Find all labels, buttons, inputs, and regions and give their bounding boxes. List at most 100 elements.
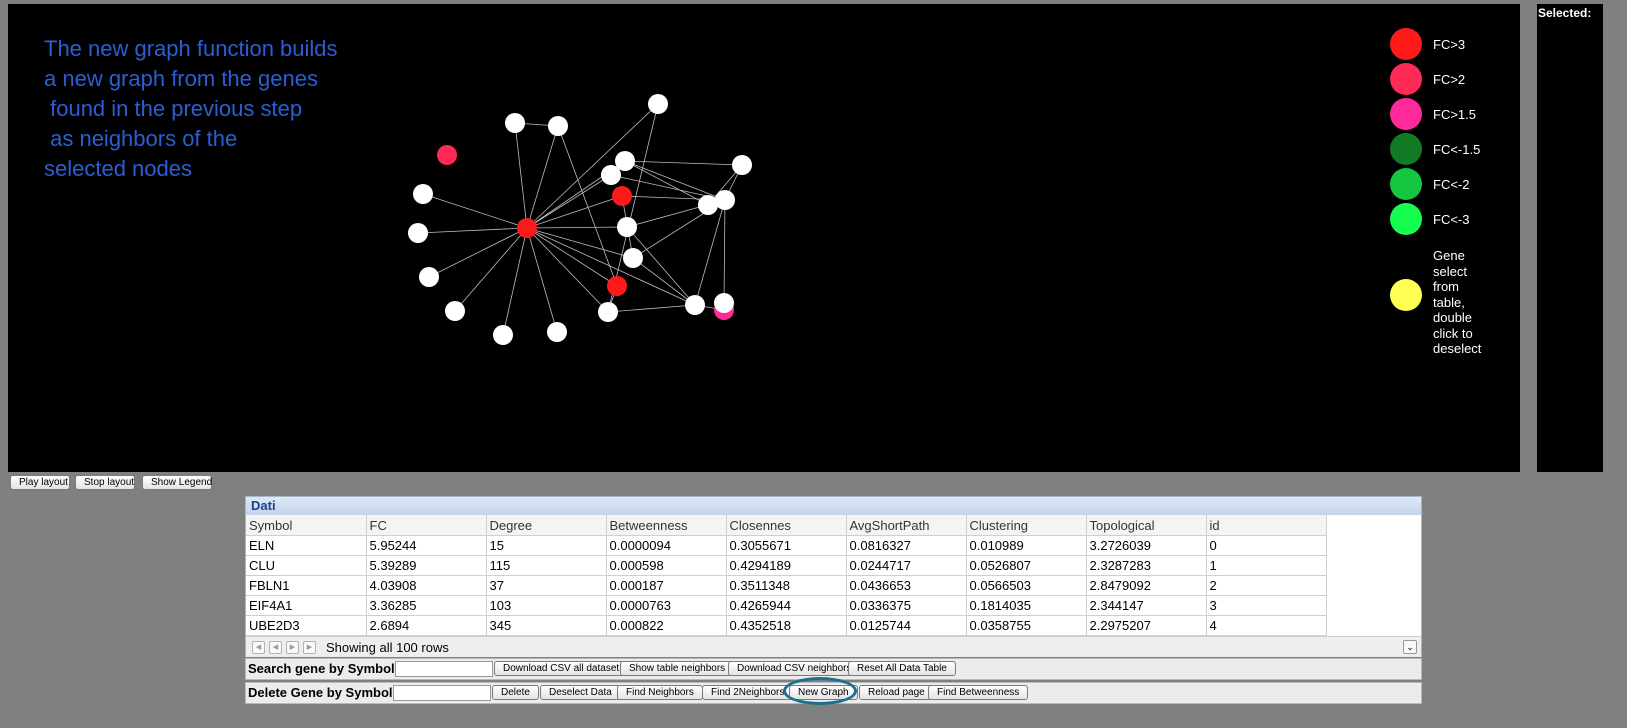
table-row[interactable]: FBLN1 4.03908 37 0.000187 0.3511348 0.0436653… [246,575,1327,596]
column-header[interactable]: Degree [486,515,607,536]
table-cell: 4 [1206,615,1327,636]
graph-node[interactable] [612,186,632,206]
graph-edge [526,174,612,229]
show-table-neighbors-button[interactable]: Show table neighbors [620,661,735,676]
table-row[interactable]: EIF4A1 3.36285 103 0.0000763 0.4265944 0.0336… [246,595,1327,616]
graph-node[interactable] [598,302,618,322]
column-header[interactable]: Topological [1086,515,1207,536]
pager-status: Showing all 100 rows [326,640,449,655]
search-label: Search gene by Symbol: [248,661,399,676]
table-cell: 3.2726039 [1086,535,1207,556]
graph-node[interactable] [685,295,705,315]
network-graph[interactable] [8,4,1520,472]
graph-node[interactable] [623,248,643,268]
table-cell: 103 [486,595,607,616]
column-header[interactable]: id [1206,515,1327,536]
download-csv-all-button[interactable]: Download CSV all dataset [494,661,629,676]
selected-panel: Selected: [1537,4,1603,472]
prev-page-icon[interactable]: ◀ [269,641,282,654]
table-cell: FBLN1 [246,575,367,596]
column-header[interactable]: AvgShortPath [846,515,967,536]
graph-node[interactable] [601,165,621,185]
graph-node[interactable] [698,195,718,215]
graph-node[interactable] [517,218,537,238]
graph-node[interactable] [413,184,433,204]
graph-edge [526,226,628,229]
legend-label: FC>3 [1433,37,1466,52]
column-header[interactable]: Symbol [246,515,367,536]
selected-title: Selected: [1538,6,1592,20]
column-header[interactable]: Clustering [966,515,1087,536]
download-csv-neighbors-button[interactable]: Download CSV neighbors [728,661,861,676]
table-cell: 2.344147 [1086,595,1207,616]
first-page-icon[interactable]: ◀ [252,641,265,654]
find-neighbors-button[interactable]: Find Neighbors [617,685,703,700]
table-cell: 37 [486,575,607,596]
graph-node[interactable] [615,151,635,171]
table-cell: 0.0526807 [966,555,1087,576]
play-layout-button[interactable]: Play layout [10,475,70,490]
table-cell: 15 [486,535,607,556]
column-header[interactable]: Betweenness [606,515,727,536]
reset-data-table-button[interactable]: Reset All Data Table [848,661,956,676]
graph-edge [526,227,558,333]
graph-node[interactable] [715,190,735,210]
table-cell: 2.6894 [366,615,487,636]
deselect-data-button[interactable]: Deselect Data [540,685,621,700]
table-row[interactable]: UBE2D3 2.6894 345 0.000822 0.4352518 0.012574… [246,615,1327,636]
graph-edge [626,226,696,306]
graph-edge [526,195,623,229]
table-cell: 0 [1206,535,1327,556]
table-cell: 0.4265944 [726,595,847,616]
table-body: ELN 5.95244 15 0.0000094 0.3055671 0.0816327 0… [246,535,1327,636]
find-2neighbors-button[interactable]: Find 2Neighbors [702,685,794,700]
table-cell: 0.000598 [606,555,727,576]
table-cell: 4.03908 [366,575,487,596]
reload-page-button[interactable]: Reload page [859,685,934,700]
legend-swatch [1390,168,1422,200]
delete-input[interactable] [393,685,491,701]
graph-node[interactable] [437,145,457,165]
table-cell: 0.0436653 [846,575,967,596]
table-row[interactable]: ELN 5.95244 15 0.0000094 0.3055671 0.0816327 0… [246,535,1327,556]
table-cell: 0.3055671 [726,535,847,556]
last-page-icon[interactable]: ▶ [303,641,316,654]
graph-node[interactable] [714,293,734,313]
table-cell: ELN [246,535,367,556]
find-betweenness-button[interactable]: Find Betweenness [928,685,1029,700]
delete-button[interactable]: Delete [492,685,539,700]
graph-node[interactable] [732,155,752,175]
stop-layout-button[interactable]: Stop layout [75,475,135,490]
graph-node[interactable] [408,223,428,243]
toggle-icon[interactable]: ⌄ [1403,640,1417,654]
table-cell: 5.39289 [366,555,487,576]
search-toolbar: Search gene by Symbol: Download CSV all … [245,658,1422,680]
graph-edge [428,227,528,278]
graph-node[interactable] [419,267,439,287]
data-table: Symbol FC Degree Betweenness Closennes AvgSho… [246,515,1327,636]
graph-node[interactable] [607,276,627,296]
column-header[interactable]: FC [366,515,487,536]
graph-canvas[interactable]: The new graph function builds a new grap… [8,4,1520,472]
table-cell: CLU [246,555,367,576]
graph-node[interactable] [617,217,637,237]
search-input[interactable] [395,661,493,677]
legend-label: FC>1.5 [1433,107,1476,122]
graph-node[interactable] [548,116,568,136]
show-legend-button[interactable]: Show Legend [142,475,212,490]
graph-node[interactable] [493,325,513,345]
graph-node[interactable] [445,301,465,321]
table-cell: 0.0000763 [606,595,727,616]
graph-edge [417,227,528,234]
table-cell: 3 [1206,595,1327,616]
next-page-icon[interactable]: ▶ [286,641,299,654]
table-header-row: Symbol FC Degree Betweenness Closennes AvgSho… [246,515,1327,536]
graph-node[interactable] [547,322,567,342]
table-row[interactable]: CLU 5.39289 115 0.000598 0.4294189 0.0244717 0… [246,555,1327,576]
table-cell: 0.0000094 [606,535,727,556]
legend-label: FC>2 [1433,72,1466,87]
graph-node[interactable] [648,94,668,114]
graph-edge [624,160,709,206]
column-header[interactable]: Closennes [726,515,847,536]
graph-node[interactable] [505,113,525,133]
